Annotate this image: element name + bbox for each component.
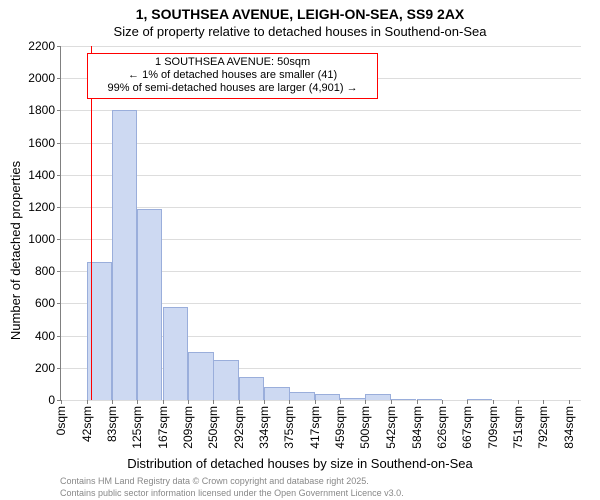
ytick-mark [57, 271, 61, 272]
histogram-bar [365, 394, 390, 400]
histogram-bar [87, 262, 112, 400]
xtick-label: 500sqm [358, 406, 372, 449]
xtick-label: 209sqm [181, 406, 195, 449]
chart-subtitle: Size of property relative to detached ho… [0, 24, 600, 39]
xtick-label: 167sqm [156, 406, 170, 449]
ytick-label: 1800 [28, 103, 55, 117]
chart-title: 1, SOUTHSEA AVENUE, LEIGH-ON-SEA, SS9 2A… [0, 6, 600, 22]
xtick-mark [365, 400, 366, 404]
ytick-mark [57, 175, 61, 176]
xtick-mark [340, 400, 341, 404]
gridline-h [61, 110, 581, 111]
ytick-label: 1200 [28, 200, 55, 214]
xtick-label: 417sqm [308, 406, 322, 449]
xtick-label: 250sqm [206, 406, 220, 449]
xtick-label: 584sqm [410, 406, 424, 449]
ytick-label: 1600 [28, 136, 55, 150]
xtick-label: 292sqm [232, 406, 246, 449]
ytick-mark [57, 239, 61, 240]
xtick-mark [417, 400, 418, 404]
xtick-label: 667sqm [460, 406, 474, 449]
histogram-bar [264, 387, 289, 400]
histogram-bar [163, 307, 188, 400]
xtick-mark [112, 400, 113, 404]
ytick-mark [57, 110, 61, 111]
xtick-label: 334sqm [257, 406, 271, 449]
xtick-mark [315, 400, 316, 404]
gridline-h [61, 400, 581, 401]
xtick-label: 792sqm [536, 406, 550, 449]
annotation-line-2: ← 1% of detached houses are smaller (41) [94, 69, 371, 82]
xtick-label: 42sqm [80, 406, 94, 442]
x-axis-label: Distribution of detached houses by size … [0, 456, 600, 471]
histogram-bar [340, 398, 365, 400]
xtick-mark [239, 400, 240, 404]
gridline-h [61, 175, 581, 176]
histogram-bar [417, 399, 442, 400]
chart-container: 1, SOUTHSEA AVENUE, LEIGH-ON-SEA, SS9 2A… [0, 0, 600, 500]
xtick-label: 626sqm [435, 406, 449, 449]
xtick-mark [391, 400, 392, 404]
ytick-label: 2000 [28, 71, 55, 85]
attribution-line-1: Contains HM Land Registry data © Crown c… [60, 476, 369, 486]
histogram-bar [213, 360, 238, 400]
y-axis-label-text: Number of detached properties [9, 160, 24, 339]
ytick-mark [57, 46, 61, 47]
gridline-h [61, 46, 581, 47]
ytick-mark [57, 78, 61, 79]
reference-line [91, 46, 92, 400]
xtick-label: 0sqm [54, 406, 68, 435]
xtick-mark [163, 400, 164, 404]
xtick-label: 542sqm [384, 406, 398, 449]
xtick-mark [518, 400, 519, 404]
xtick-mark [264, 400, 265, 404]
xtick-mark [213, 400, 214, 404]
gridline-h [61, 143, 581, 144]
xtick-label: 834sqm [562, 406, 576, 449]
xtick-mark [467, 400, 468, 404]
histogram-bar [188, 352, 213, 400]
ytick-label: 2200 [28, 39, 55, 53]
attribution-line-2: Contains public sector information licen… [60, 488, 404, 498]
annotation-box: 1 SOUTHSEA AVENUE: 50sqm← 1% of detached… [87, 53, 378, 99]
xtick-label: 459sqm [333, 406, 347, 449]
xtick-mark [87, 400, 88, 404]
ytick-mark [57, 336, 61, 337]
xtick-mark [188, 400, 189, 404]
xtick-mark [493, 400, 494, 404]
xtick-mark [543, 400, 544, 404]
xtick-label: 375sqm [282, 406, 296, 449]
histogram-bar [112, 110, 137, 400]
y-axis-label: Number of detached properties [8, 0, 24, 500]
histogram-bar [137, 209, 162, 400]
xtick-mark [61, 400, 62, 404]
ytick-label: 1000 [28, 232, 55, 246]
ytick-label: 0 [48, 393, 55, 407]
histogram-bar [391, 399, 416, 400]
ytick-label: 400 [35, 329, 55, 343]
ytick-label: 600 [35, 296, 55, 310]
xtick-mark [569, 400, 570, 404]
histogram-bar [289, 392, 314, 400]
ytick-mark [57, 368, 61, 369]
xtick-mark [289, 400, 290, 404]
xtick-label: 83sqm [105, 406, 119, 442]
plot-area: 0200400600800100012001400160018002000220… [60, 46, 581, 401]
histogram-bar [315, 394, 340, 400]
xtick-label: 751sqm [511, 406, 525, 449]
xtick-mark [137, 400, 138, 404]
annotation-line-1: 1 SOUTHSEA AVENUE: 50sqm [94, 56, 371, 69]
ytick-label: 1400 [28, 168, 55, 182]
ytick-mark [57, 303, 61, 304]
xtick-label: 709sqm [486, 406, 500, 449]
ytick-mark [57, 207, 61, 208]
xtick-label: 125sqm [130, 406, 144, 449]
xtick-mark [442, 400, 443, 404]
histogram-bar [467, 399, 492, 400]
ytick-mark [57, 143, 61, 144]
histogram-bar [239, 377, 264, 400]
annotation-line-3: 99% of semi-detached houses are larger (… [94, 82, 371, 95]
ytick-label: 200 [35, 361, 55, 375]
ytick-label: 800 [35, 264, 55, 278]
